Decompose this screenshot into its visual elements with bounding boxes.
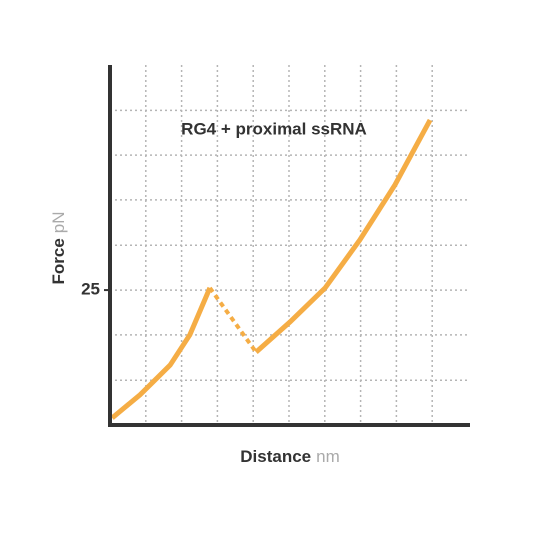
y-tick-label: 25 <box>81 280 100 299</box>
curve <box>110 118 433 420</box>
lines <box>110 118 433 420</box>
chart-title: RG4 + proximal ssRNA <box>181 119 367 138</box>
x-label-unit: nm <box>316 447 340 466</box>
x-label-name: Distance <box>240 447 311 466</box>
y-label-name: Force <box>49 238 68 284</box>
y-axis-label: Force pN <box>49 211 68 284</box>
x-axis-label: Distance nm <box>240 447 340 466</box>
curve <box>208 286 258 354</box>
y-label-unit: pN <box>49 211 68 233</box>
grid <box>110 65 468 425</box>
